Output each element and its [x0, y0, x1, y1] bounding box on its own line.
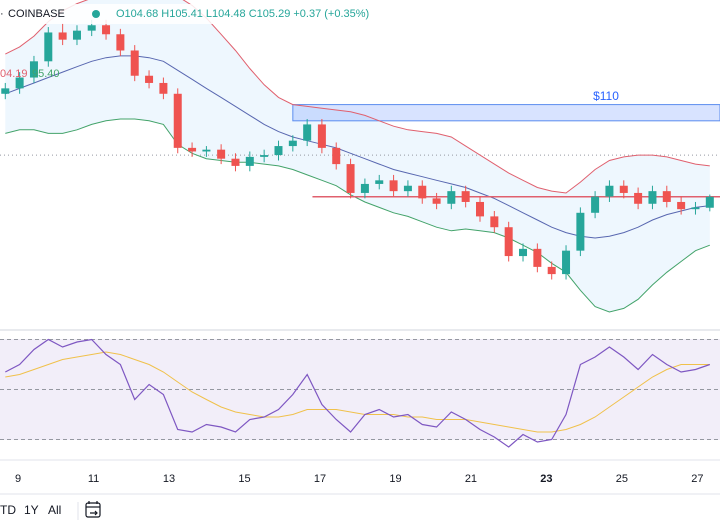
candle-body	[705, 196, 714, 208]
candle-body	[317, 124, 326, 148]
candle-body	[403, 185, 412, 192]
candle-body	[1, 88, 10, 94]
candle-body	[375, 180, 384, 184]
band-line	[5, 118, 710, 313]
candle-body	[260, 155, 269, 157]
candle-body	[519, 248, 528, 257]
candle-body	[490, 216, 499, 228]
candle-body	[461, 191, 470, 202]
ohlc-legend: O104.68 H105.41 L104.48 C105.29 +0.37 (+…	[116, 8, 369, 20]
band-value: 04.19	[0, 68, 28, 80]
band-value: 95.40	[32, 68, 60, 80]
candle-body	[648, 191, 657, 204]
band-line	[5, 0, 710, 194]
zone-label: $110	[593, 89, 619, 103]
x-tick-label: 11	[88, 473, 99, 485]
band-line	[5, 55, 710, 239]
range-button[interactable]: 1Y	[24, 503, 39, 517]
x-tick-label: 13	[163, 473, 175, 485]
x-tick-label: 27	[691, 473, 703, 485]
exchange: COINBASE	[8, 8, 65, 20]
candle-body	[303, 124, 312, 141]
candle-body	[476, 201, 484, 217]
candle-body	[418, 185, 427, 199]
candle-body	[202, 149, 211, 152]
candle-body	[217, 149, 226, 159]
candle-body	[662, 191, 671, 202]
x-tick-label: 19	[389, 473, 401, 485]
candle-body	[533, 248, 542, 267]
candle-body	[245, 156, 254, 166]
candle-body	[677, 201, 686, 210]
rsi-ma	[5, 351, 710, 433]
range-button[interactable]: TD	[0, 503, 16, 517]
candle-body	[188, 147, 197, 152]
candle-body	[29, 61, 38, 78]
candle-body	[87, 25, 96, 31]
status-dot	[92, 10, 100, 18]
rsi-line	[5, 338, 710, 448]
candle-body	[447, 191, 456, 204]
date-range-icon[interactable]	[85, 501, 101, 518]
x-tick-label: 9	[15, 473, 21, 485]
candle-body	[634, 192, 643, 204]
candle-body	[360, 183, 369, 193]
candle-body	[332, 147, 341, 165]
candle-body	[547, 266, 556, 275]
x-tick-label: 21	[465, 473, 477, 485]
x-tick-label: 17	[314, 473, 326, 485]
candle-body	[288, 140, 297, 147]
x-tick-label: 15	[238, 473, 250, 485]
candle-body	[576, 212, 585, 251]
candle-body	[691, 207, 700, 210]
candle-body	[504, 227, 513, 257]
x-tick-label: 23	[540, 473, 552, 485]
x-tick-label: 25	[616, 473, 628, 485]
range-button[interactable]: All	[48, 503, 61, 517]
candle-body	[102, 25, 111, 35]
candle-body	[130, 50, 139, 76]
zone	[292, 104, 720, 122]
candle-body	[15, 77, 24, 89]
candle-body	[231, 158, 240, 166]
candle-body	[116, 34, 125, 51]
candle-body	[389, 180, 398, 192]
candle-body	[173, 93, 182, 148]
candle-body	[346, 164, 355, 193]
candle-body	[591, 196, 600, 213]
candle-body	[159, 82, 168, 94]
candle-body	[72, 30, 81, 40]
candle-body	[44, 32, 53, 62]
candle-body	[274, 146, 283, 156]
candle-body	[605, 185, 614, 197]
candle-body	[145, 75, 154, 83]
bullet: ·	[0, 8, 4, 20]
candle-body	[58, 32, 67, 40]
legend-bg	[0, 4, 400, 24]
candle-body	[562, 250, 571, 275]
candle-body	[432, 198, 441, 204]
candle-body	[619, 185, 628, 193]
